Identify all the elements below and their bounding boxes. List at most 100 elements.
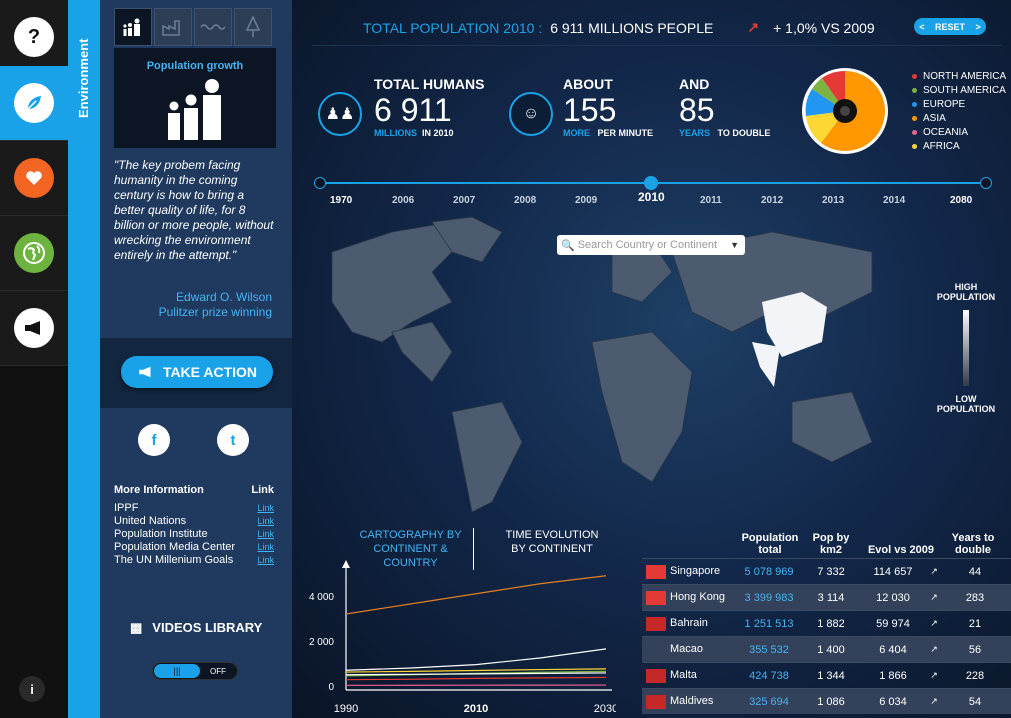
take-action-button[interactable]: TAKE ACTION (121, 356, 273, 388)
stat-note: TO DOUBLE (717, 128, 771, 138)
take-action-label: TAKE ACTION (162, 364, 258, 380)
legend-dot (912, 129, 917, 135)
km2-cell: 1 344 (817, 669, 845, 682)
timeline-year[interactable]: 2008 (514, 195, 537, 206)
india-region[interactable] (752, 342, 780, 387)
trend-up-icon: ↗ (747, 19, 760, 35)
timeline-year[interactable]: 1970 (330, 195, 353, 206)
china-region[interactable] (762, 292, 827, 357)
trend-icon: ↗ (930, 644, 938, 654)
timeline-next[interactable] (980, 177, 992, 189)
chevron-down-icon[interactable]: ▼ (730, 240, 739, 250)
more-info-label: IPPF (114, 502, 139, 514)
table-row[interactable]: Hong Kong 3 399 983 3 114 12 030 ↗ 283 (642, 584, 1011, 610)
timeline-year[interactable]: 2013 (822, 195, 845, 206)
world-nav-button[interactable] (0, 216, 68, 291)
years-cell: 283 (965, 591, 985, 604)
action-nav-button[interactable] (0, 291, 68, 366)
category-icons (114, 8, 272, 46)
country-name: Hong Kong (670, 591, 726, 603)
more-info-label: United Nations (114, 515, 187, 527)
header-years-double[interactable]: Years to double (951, 532, 995, 556)
legend-item[interactable]: NORTH AMERICA (912, 70, 1006, 84)
more-info-link[interactable]: Link (257, 555, 274, 565)
timeline-handle[interactable] (644, 176, 658, 190)
health-nav-button[interactable] (0, 141, 68, 216)
population-gradient-bar (963, 310, 969, 386)
legend-item[interactable]: AFRICA (912, 140, 1006, 154)
greenland-region[interactable] (431, 216, 503, 263)
twitter-button[interactable]: t (217, 424, 249, 456)
more-info-link[interactable]: Link (257, 516, 274, 526)
prev-button[interactable]: < (919, 21, 925, 32)
header-population[interactable]: Population total (741, 532, 799, 556)
search-icon: 🔍 (561, 239, 575, 252)
table-row[interactable]: Bahrain 1 251 513 1 882 59 974 ↗ 21 (642, 610, 1011, 636)
timeline-slider[interactable] (314, 176, 992, 190)
timeline-year[interactable]: 2009 (575, 195, 598, 206)
evol-cell: 12 030 (876, 591, 910, 604)
search-input[interactable]: 🔍 Search Country or Continent ▼ (557, 235, 745, 255)
flag-icon (646, 616, 666, 631)
table-row[interactable]: Macao 355 532 1 400 6 404 ↗ 56 (642, 636, 1011, 662)
timeline-prev[interactable] (314, 177, 326, 189)
environment-nav-button[interactable] (0, 66, 68, 141)
reset-button[interactable]: RESET (934, 21, 965, 32)
stat-to-double: AND 85 YEARS TO DOUBLE (679, 76, 789, 138)
donut-slice-africa[interactable] (806, 111, 845, 143)
timeline-year[interactable]: 2014 (883, 195, 906, 206)
south-america-region[interactable] (451, 401, 523, 512)
people-icon: ♟♟ (318, 92, 362, 136)
series-line (345, 648, 607, 671)
next-button[interactable]: > (975, 21, 981, 32)
more-info-link[interactable]: Link (257, 529, 274, 539)
continent-donut-chart[interactable] (800, 66, 890, 156)
more-info-item: The UN Millenium Goals Link (114, 554, 274, 567)
reset-control[interactable]: < RESET > (914, 18, 986, 35)
north-america-region[interactable] (331, 221, 463, 343)
globe-icon (14, 233, 54, 273)
videos-library-button[interactable]: ▩ VIDEOS LIBRARY (130, 620, 262, 636)
table-row[interactable]: Singapore 5 078 969 7 332 114 657 ↗ 44 (642, 558, 1011, 584)
legend-label: SOUTH AMERICA (923, 85, 1006, 96)
timeline-year[interactable]: 2010 (638, 190, 665, 204)
tab-time-evolution[interactable]: TIME EVOLUTION BY CONTINENT (505, 529, 599, 555)
stat-unit: MORE (563, 128, 590, 138)
action-bar: TAKE ACTION (100, 338, 292, 408)
years-cell: 228 (965, 669, 985, 682)
stat-note: IN 2010 (422, 128, 454, 138)
legend-item[interactable]: OCEANIA (912, 126, 1006, 140)
population-cell: 325 694 (749, 695, 789, 708)
legend-item[interactable]: ASIA (912, 112, 1006, 126)
timeline-year[interactable]: 2011 (700, 195, 722, 206)
environment-tab[interactable]: Environment (68, 0, 100, 718)
population-icon[interactable] (114, 8, 152, 46)
km2-cell: 1 882 (817, 617, 845, 630)
more-info-link[interactable]: Link (257, 503, 274, 513)
timeline-year[interactable]: 2012 (761, 195, 784, 206)
header-evol[interactable]: Evol vs 2009 (867, 544, 935, 556)
legend-dot (912, 87, 917, 93)
tab-cartography[interactable]: CARTOGRAPHY BY CONTINENT & COUNTRY (352, 528, 474, 570)
africa-region[interactable] (591, 331, 693, 483)
australia-region[interactable] (791, 391, 873, 463)
more-info-link[interactable]: Link (257, 542, 274, 552)
table-row[interactable]: Maldives 325 694 1 086 6 034 ↗ 54 (642, 688, 1011, 714)
info-button[interactable]: i (19, 676, 45, 702)
facebook-button[interactable]: f (138, 424, 170, 456)
videos-toggle[interactable]: ||| OFF (152, 662, 238, 680)
header-pop-km2[interactable]: Pop by km2 (812, 532, 850, 556)
central-america-region[interactable] (391, 321, 453, 383)
timeline-year[interactable]: 2007 (453, 195, 476, 206)
help-nav-button[interactable]: ? (0, 0, 68, 75)
world-map[interactable] (312, 212, 912, 512)
water-icon[interactable] (194, 8, 232, 46)
legend-item[interactable]: EUROPE (912, 98, 1006, 112)
legend-item[interactable]: SOUTH AMERICA (912, 84, 1006, 98)
flag-icon (646, 564, 666, 579)
tree-icon[interactable] (234, 8, 272, 46)
table-row[interactable]: Malta 424 738 1 344 1 866 ↗ 228 (642, 662, 1011, 688)
timeline-year[interactable]: 2080 (950, 195, 973, 206)
timeline-year[interactable]: 2006 (392, 195, 415, 206)
factory-icon[interactable] (154, 8, 192, 46)
